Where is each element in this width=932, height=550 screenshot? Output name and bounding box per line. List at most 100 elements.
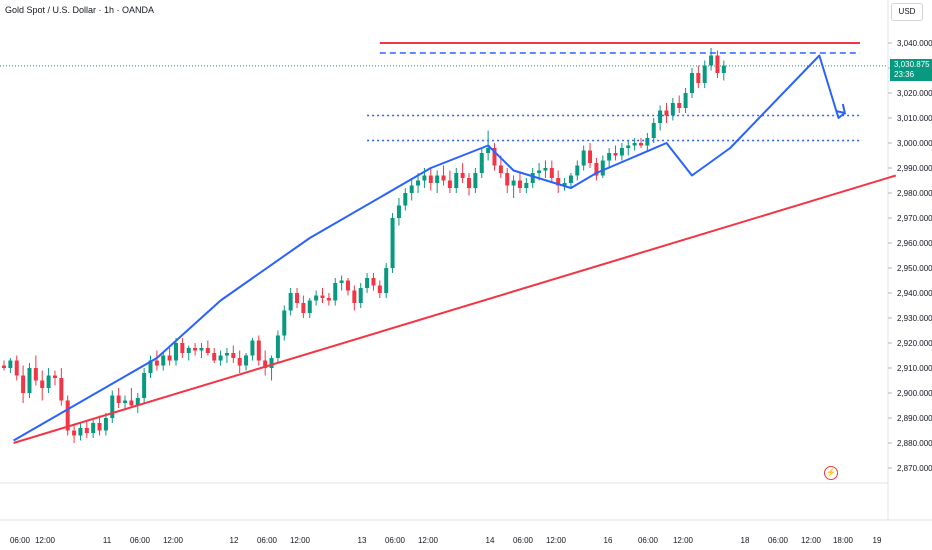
y-tick-label: 2,940.000 <box>897 289 932 298</box>
candle-body <box>27 368 32 393</box>
candle-body <box>320 295 325 298</box>
last-price-badge: 3,030.875 23:36 <box>890 59 932 81</box>
candle-body <box>301 303 306 313</box>
x-tick-label: 12:00 <box>673 536 694 545</box>
candle-body <box>218 355 223 361</box>
candle-body <box>326 298 331 301</box>
x-tick-label: 12:00 <box>546 536 567 545</box>
candle-body <box>123 400 128 403</box>
candle-body <box>715 55 720 73</box>
candle-body <box>339 280 344 283</box>
y-tick-label: 2,910.000 <box>897 364 932 373</box>
candle-body <box>702 65 707 83</box>
candle-body <box>428 175 433 183</box>
candle-body <box>186 348 191 353</box>
candle-body <box>288 293 293 311</box>
candle-body <box>549 168 554 178</box>
candle-body <box>103 418 108 431</box>
x-tick-label: 12 <box>230 536 239 545</box>
y-tick-label: 3,040.000 <box>897 39 932 48</box>
candle-body <box>473 173 478 188</box>
candle-body <box>78 428 83 436</box>
y-tick-label: 2,960.000 <box>897 239 932 248</box>
candle-body <box>607 153 612 161</box>
candle-body <box>689 73 694 93</box>
arrow-head <box>835 103 847 115</box>
candle-body <box>581 150 586 166</box>
x-tick-label: 12:00 <box>290 536 311 545</box>
candle-body <box>173 343 178 361</box>
candle-body <box>709 55 714 66</box>
last-price-value: 3,030.875 <box>894 60 930 69</box>
candle-body <box>250 340 255 356</box>
candle-body <box>244 355 249 366</box>
x-tick-label: 06:00 <box>385 536 406 545</box>
candle-body <box>498 165 503 173</box>
lightning-bolt-icon[interactable]: ⚡ <box>824 466 838 480</box>
candle-body <box>632 143 637 146</box>
x-tick-label: 12:00 <box>35 536 56 545</box>
candle-body <box>269 358 274 368</box>
x-tick-label: 16 <box>604 536 613 545</box>
candle-body <box>97 423 102 431</box>
y-tick-label: 2,920.000 <box>897 339 932 348</box>
candle-body <box>390 218 395 268</box>
candle-body <box>275 335 280 358</box>
candle-body <box>142 373 147 398</box>
candle-body <box>447 180 452 188</box>
candle-body <box>575 165 580 176</box>
y-tick-label: 2,980.000 <box>897 189 932 198</box>
candle-body <box>626 145 631 148</box>
candle-body <box>65 400 70 431</box>
y-tick-label: 2,870.000 <box>897 464 932 473</box>
candle-body <box>371 278 376 286</box>
candle-body <box>358 288 363 303</box>
x-tick-label: 13 <box>358 536 367 545</box>
x-tick-label: 19 <box>873 536 882 545</box>
candle-body <box>683 93 688 108</box>
candle-body <box>403 193 408 206</box>
candle-body <box>505 173 510 186</box>
candle-body <box>645 138 650 146</box>
candle-body <box>454 173 459 188</box>
candle-body <box>396 205 401 218</box>
candle-body <box>256 340 261 361</box>
candle-body <box>435 175 440 183</box>
candle-body <box>72 430 77 436</box>
x-tick-label: 18:00 <box>833 536 854 545</box>
candle-body <box>511 180 516 186</box>
candle-body <box>524 183 529 188</box>
candle-body <box>460 173 465 178</box>
y-tick-label: 2,890.000 <box>897 414 932 423</box>
x-tick-label: 06:00 <box>130 536 151 545</box>
x-tick-label: 18 <box>741 536 750 545</box>
candle-body <box>384 268 389 293</box>
candle-body <box>721 65 726 73</box>
candle-body <box>345 280 350 291</box>
candle-body <box>537 170 542 173</box>
candle-body <box>517 180 522 188</box>
candle-body <box>167 355 172 361</box>
candle-body <box>2 365 6 368</box>
y-tick-label: 3,020.000 <box>897 89 932 98</box>
candle-body <box>237 358 242 366</box>
candle-body <box>154 360 159 366</box>
currency-button[interactable]: USD <box>891 3 923 21</box>
countdown-timer: 23:36 <box>894 70 915 79</box>
candle-body <box>479 153 484 173</box>
candle-body <box>409 185 414 193</box>
candle-body <box>377 285 382 293</box>
candle-body <box>441 175 446 181</box>
candle-body <box>224 353 229 356</box>
candle-body <box>651 123 656 138</box>
candle-body <box>8 360 13 368</box>
y-tick-label: 2,970.000 <box>897 214 932 223</box>
candle-body <box>263 360 268 368</box>
candle-body <box>588 150 593 163</box>
x-tick-label: 06:00 <box>10 536 31 545</box>
x-tick-label: 06:00 <box>257 536 278 545</box>
chart-title[interactable]: Gold Spot / U.S. Dollar · 1h · OANDA <box>5 5 155 15</box>
x-tick-label: 12:00 <box>163 536 184 545</box>
x-tick-label: 06:00 <box>638 536 659 545</box>
